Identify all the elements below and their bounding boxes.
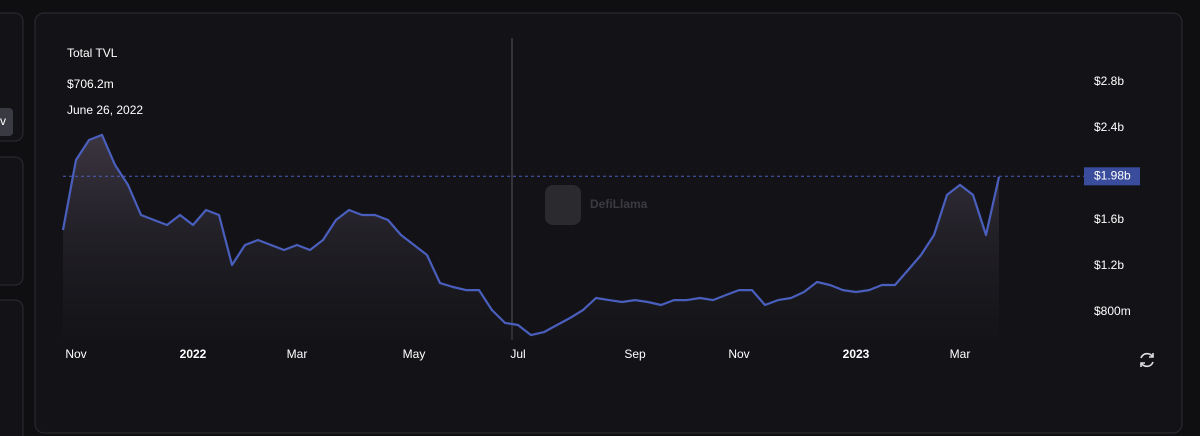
x-tick-label: Mar (950, 347, 971, 361)
chart-title: Total TVL (67, 46, 118, 60)
x-tick-label: Nov (728, 347, 749, 361)
hover-date: June 26, 2022 (67, 103, 143, 117)
y-tick-label: $2.8b (1094, 74, 1124, 88)
y-tick-label: $1.6b (1094, 212, 1124, 226)
x-tick-label: May (403, 347, 426, 361)
side-panel (0, 156, 24, 286)
line (61, 133, 1001, 337)
x-tick-label: Mar (287, 347, 308, 361)
watermark: DefiLlama (545, 185, 648, 225)
hover-value: $706.2m (67, 77, 114, 91)
area (63, 134, 999, 340)
y-tick-label: $800m (1094, 304, 1131, 318)
crosshair-label: $1.98b (1094, 168, 1131, 182)
watermark-text: DefiLlama (590, 197, 648, 211)
x-tick-label: 2022 (180, 347, 207, 361)
y-tick-label: $2.4b (1094, 120, 1124, 134)
crosshair-label-bg (1084, 167, 1140, 186)
y-tick-label: $1.2b (1094, 258, 1124, 272)
x-tick-label: 2023 (843, 347, 870, 361)
side-button-label: v (0, 114, 6, 128)
x-tick-label: Sep (624, 347, 646, 361)
x-tick-label: Jul (510, 347, 525, 361)
side-button[interactable] (0, 108, 13, 136)
refresh-button[interactable] (1140, 352, 1154, 368)
x-tick-label: Nov (65, 347, 86, 361)
side-panel (0, 299, 24, 436)
